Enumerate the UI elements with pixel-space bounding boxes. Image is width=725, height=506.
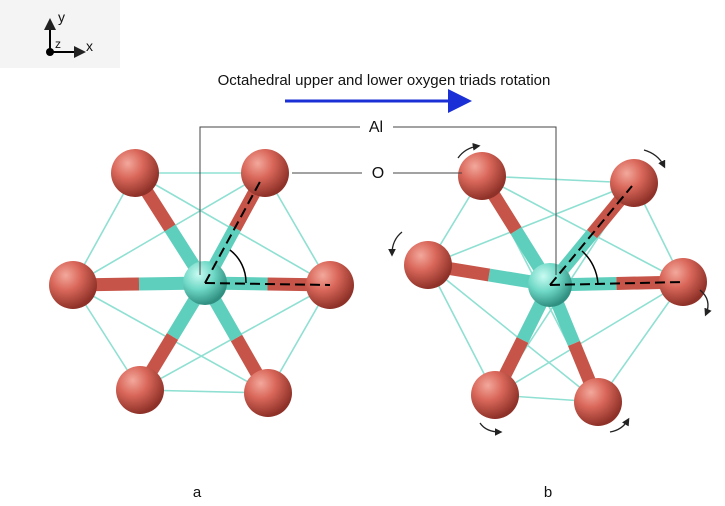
- o-atom: [404, 241, 452, 289]
- axis-x: x: [86, 38, 93, 54]
- rotation-hint: [480, 423, 500, 432]
- o-atom: [241, 149, 289, 197]
- label-o: O: [372, 165, 384, 182]
- caption: Octahedral upper and lower oxygen triads…: [218, 72, 551, 89]
- label-al: Al: [369, 119, 383, 136]
- o-atom: [471, 371, 519, 419]
- rotation-hint: [392, 232, 402, 254]
- o-atom: [458, 152, 506, 200]
- o-atom: [610, 159, 658, 207]
- figure: y z x Octahedral upper and lower oxygen …: [0, 0, 725, 506]
- axis-z: z: [55, 37, 61, 51]
- panel-label: b: [544, 484, 552, 501]
- o-atom: [111, 149, 159, 197]
- axis-origin: [46, 48, 54, 56]
- o-atom: [116, 366, 164, 414]
- o-atom: [574, 378, 622, 426]
- axis-y: y: [58, 9, 65, 25]
- structures: [49, 146, 708, 432]
- panel-label: a: [193, 484, 202, 501]
- o-atom: [49, 261, 97, 309]
- o-atom: [244, 369, 292, 417]
- rotation-hint: [610, 420, 628, 432]
